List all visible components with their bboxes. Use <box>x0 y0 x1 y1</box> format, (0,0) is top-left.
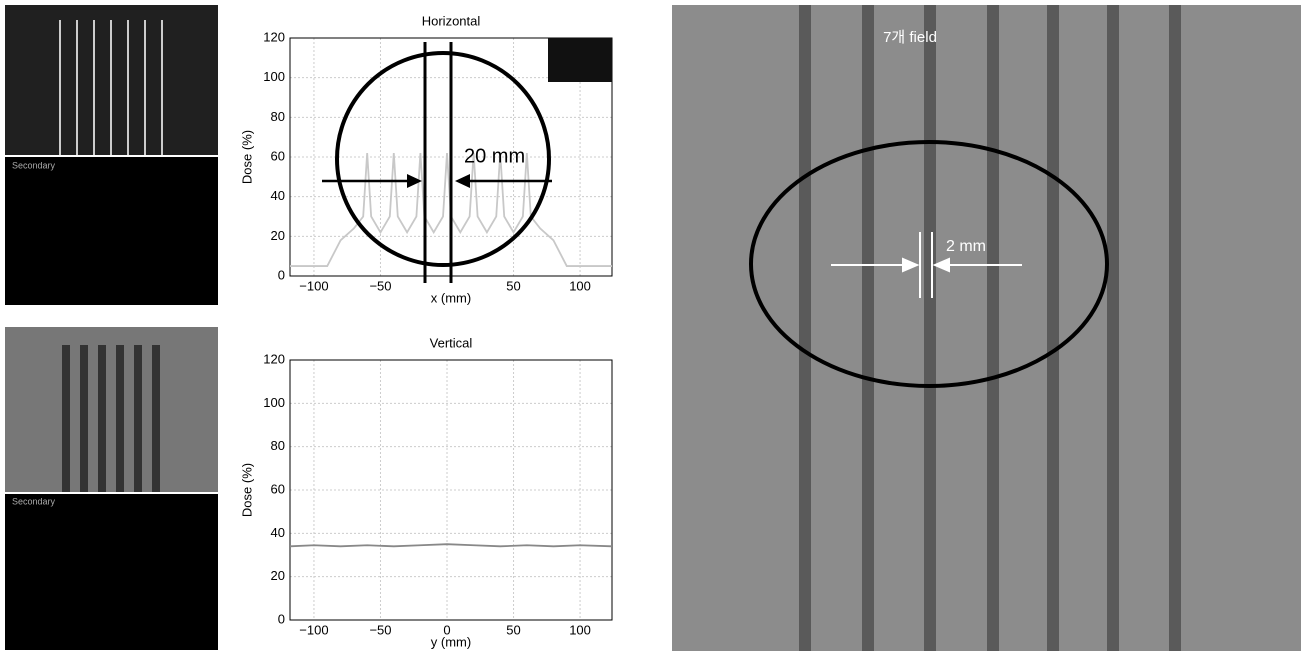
x-tick-label: 100 <box>569 278 591 293</box>
film <box>672 5 1301 651</box>
x-axis-label: x (mm) <box>431 290 471 305</box>
x-tick-label: 50 <box>506 278 520 293</box>
film-annotation: 2 mm <box>946 238 986 255</box>
film-bands <box>799 5 1181 651</box>
y-tick-label: 20 <box>271 568 285 583</box>
y-tick-label: 60 <box>271 481 285 496</box>
y-tick-label: 0 <box>278 611 285 626</box>
thumbnail-bottom <box>5 327 218 492</box>
film-arrows <box>831 232 1022 298</box>
y-tick-label: 60 <box>271 148 285 163</box>
y-tick-label: 20 <box>271 228 285 243</box>
x-tick-label: −100 <box>299 278 328 293</box>
x-tick-label: −100 <box>299 622 328 637</box>
x-tick-label: 100 <box>569 622 591 637</box>
thumbnail-bands <box>59 20 163 155</box>
x-tick-label: −50 <box>369 622 391 637</box>
x-tick-label: 0 <box>443 622 450 637</box>
plot-frame <box>289 359 613 621</box>
y-axis-label: Dose (%) <box>239 463 254 517</box>
x-tick-label: 50 <box>506 622 520 637</box>
y-tick-label: 80 <box>271 438 285 453</box>
y-tick-label: 120 <box>263 29 285 44</box>
y-tick-label: 40 <box>271 525 285 540</box>
y-tick-label: 80 <box>271 109 285 124</box>
y-tick-label: 100 <box>263 69 285 84</box>
data-line <box>289 543 613 548</box>
thumbnail-secondary <box>5 494 218 650</box>
thumbnail-bands <box>62 345 160 492</box>
chart: 0 20 40 60 80 100 120 −100 −50 0 50 100 Vertical y (m… <box>239 335 613 649</box>
thumbnail-label: Secondary <box>12 496 56 506</box>
thumbnail-label: Secondary <box>12 160 56 170</box>
chart-annotation: 20 mm <box>464 145 525 167</box>
y-tick-label: 40 <box>271 188 285 203</box>
ellipse <box>749 140 1109 388</box>
data-line <box>290 152 612 267</box>
thumbnail-secondary <box>5 157 218 305</box>
y-tick-label: 120 <box>263 351 285 366</box>
x-tick-label: −50 <box>369 278 391 293</box>
y-tick-label: 0 <box>278 267 285 282</box>
chart-title: Vertical <box>430 335 473 350</box>
y-axis-label: Dose (%) <box>239 130 254 184</box>
chart-title: Horizontal <box>422 13 481 28</box>
y-tick-label: 100 <box>263 395 285 410</box>
x-axis-label: y (mm) <box>431 634 471 649</box>
overlay: 20 mm <box>322 38 612 283</box>
film-label: 7개 field <box>883 29 937 46</box>
